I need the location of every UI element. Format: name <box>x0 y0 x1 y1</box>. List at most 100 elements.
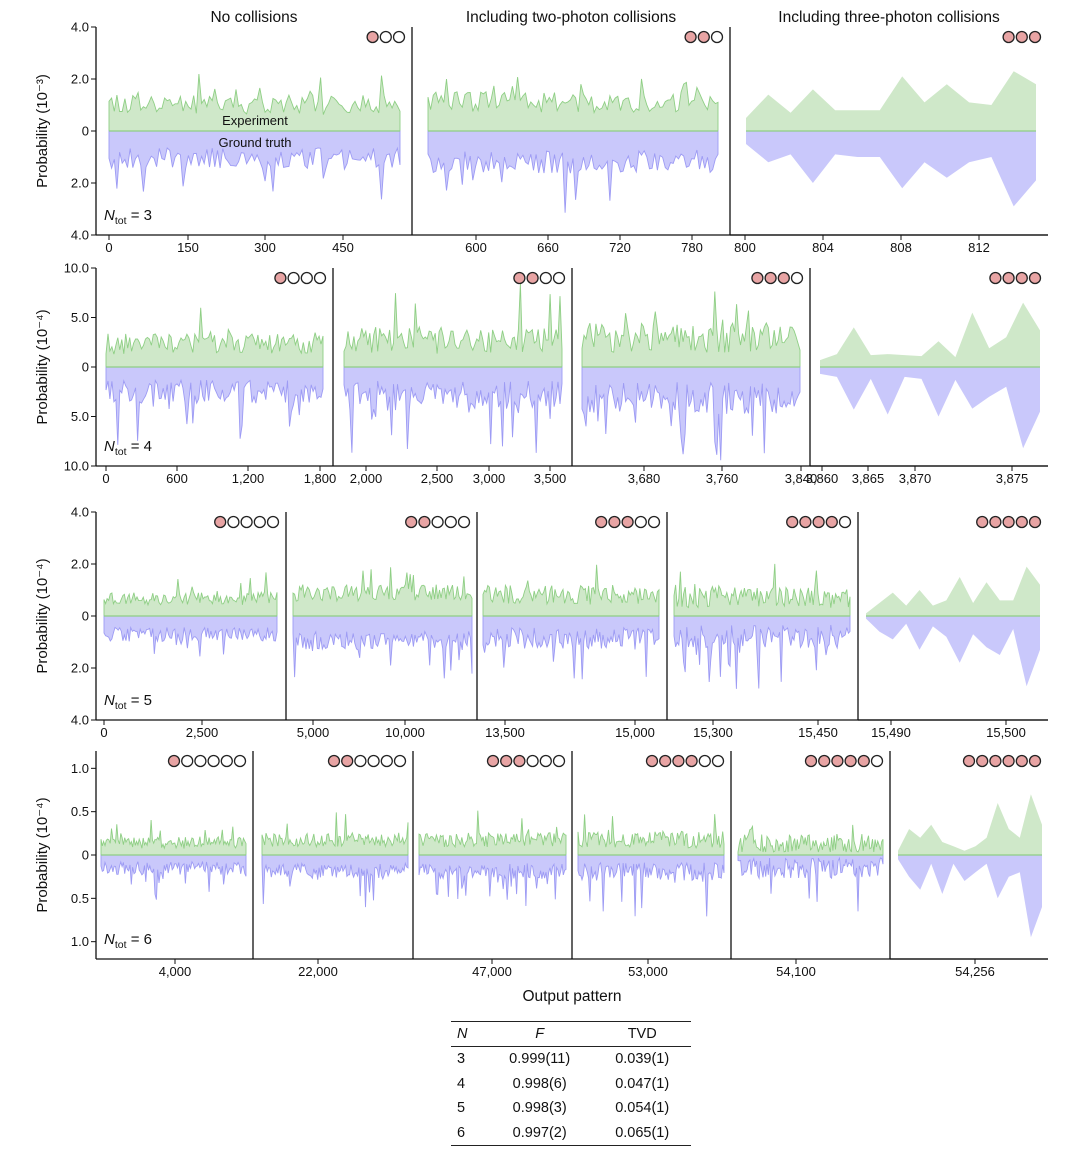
photon-filled-icon <box>1015 515 1028 529</box>
ground-truth-series <box>577 854 725 917</box>
photon-filled-icon <box>1015 30 1028 44</box>
experiment-series <box>866 566 1040 616</box>
table-row: 3 0.999(11) 0.039(1) <box>451 1047 691 1072</box>
photon-indicator <box>804 754 884 768</box>
y-tick-label: 1.0 <box>71 761 89 776</box>
photon-filled-icon <box>1015 754 1028 768</box>
panel-5-3: 13,500 15,000 <box>476 512 667 740</box>
panel-6-4: 53,000 <box>571 751 731 979</box>
photon-empty-icon <box>354 754 367 768</box>
photon-empty-icon <box>711 754 725 768</box>
chart-row-ntot-5: Probability (10⁻⁴) 4.0 2.0 0 2.0 4.0 Ntot = 5 0… <box>34 505 1048 740</box>
x-axis-label: Output pattern <box>522 988 621 1005</box>
photon-empty-icon <box>444 515 457 529</box>
photon-empty-icon <box>393 754 407 768</box>
x-tick-label: 15,500 <box>986 725 1026 740</box>
x-tick-label: 10,000 <box>385 725 425 740</box>
x-tick-label: 47,000 <box>472 964 512 979</box>
ground-truth-series <box>581 366 801 461</box>
photon-filled-icon <box>486 754 500 768</box>
x-tick-label: 804 <box>812 240 834 255</box>
photon-empty-icon <box>227 515 240 529</box>
panel-4-4: 3,860 3,865 3,870 3,875 <box>806 268 1048 486</box>
photon-filled-icon <box>976 754 989 768</box>
photon-empty-icon <box>181 754 194 768</box>
photon-indicator <box>989 271 1042 285</box>
x-tick-label: 780 <box>681 240 703 255</box>
photon-filled-icon <box>989 754 1002 768</box>
experiment-series <box>482 564 660 617</box>
photon-filled-icon <box>825 515 838 529</box>
x-tick-label: 15,000 <box>615 725 655 740</box>
x-ticks: 54,256 <box>955 959 995 979</box>
x-ticks: 800 804 808 812 <box>734 235 990 255</box>
table-cell-tvd: 0.054(1) <box>615 1100 670 1117</box>
photon-filled-icon <box>799 515 812 529</box>
photon-empty-icon <box>526 754 539 768</box>
photon-filled-icon <box>1028 515 1042 529</box>
ground-truth-series <box>482 615 660 680</box>
photon-filled-icon <box>1002 271 1015 285</box>
x-tick-label: 0 <box>105 240 112 255</box>
photon-indicator <box>366 30 406 44</box>
x-tick-label: 22,000 <box>298 964 338 979</box>
label-experiment: Experiment <box>222 113 288 128</box>
x-tick-label: 812 <box>968 240 990 255</box>
photon-filled-icon <box>513 754 526 768</box>
photon-filled-icon <box>1002 515 1015 529</box>
experiment-series <box>427 77 719 132</box>
photon-empty-icon <box>647 515 661 529</box>
y-tick-label: 0 <box>82 124 89 139</box>
x-tick-label: 54,256 <box>955 964 995 979</box>
photon-filled-icon <box>751 271 764 285</box>
table-cell-n: 6 <box>451 1120 486 1146</box>
table-cell-f: 0.998(3) <box>512 1100 567 1117</box>
photon-empty-icon <box>380 754 393 768</box>
column-title: No collisions <box>210 9 297 26</box>
series-group <box>737 824 884 912</box>
photon-empty-icon <box>698 754 711 768</box>
series-group <box>100 819 247 900</box>
photon-filled-icon <box>685 754 698 768</box>
photon-empty-icon <box>457 515 471 529</box>
experiment-series <box>418 810 567 856</box>
photon-filled-icon <box>764 271 777 285</box>
label-ground-truth: Ground truth <box>219 135 292 150</box>
experiment-series <box>673 563 851 617</box>
ground-truth-series <box>746 131 1036 207</box>
table-header-n: N <box>451 1021 486 1047</box>
photon-empty-icon <box>194 754 207 768</box>
x-ticks: 5,000 10,000 <box>297 720 425 740</box>
x-tick-label: 3,840 <box>785 471 818 486</box>
y-tick-label: 1.0 <box>71 934 89 949</box>
photon-filled-icon <box>804 754 818 768</box>
photon-filled-icon <box>1028 271 1042 285</box>
x-tick-label: 13,500 <box>485 725 525 740</box>
photon-indicator <box>327 754 407 768</box>
y-axis-label: Probability (10⁻⁴) <box>34 797 51 912</box>
panel-6-2: 22,000 <box>252 751 413 979</box>
photon-empty-icon <box>207 754 220 768</box>
experiment-series <box>343 283 563 368</box>
x-tick-label: 600 <box>166 471 188 486</box>
photon-filled-icon <box>818 754 831 768</box>
panel-5-2: 5,000 10,000 <box>285 512 477 740</box>
photon-empty-icon <box>240 515 253 529</box>
photon-indicator <box>274 271 327 285</box>
photon-empty-icon <box>313 271 327 285</box>
table-cell-f: 0.999(11) <box>509 1051 571 1068</box>
x-ticks: 3,680 3,760 3,840 <box>628 466 818 486</box>
photon-indicator <box>486 754 566 768</box>
panel-5-1: 0 2,500 <box>95 512 286 740</box>
photon-filled-icon <box>1002 754 1015 768</box>
x-tick-label: 808 <box>890 240 912 255</box>
photon-filled-icon <box>513 271 526 285</box>
photon-filled-icon <box>274 271 287 285</box>
x-tick-label: 3,860 <box>806 471 839 486</box>
x-ticks: 22,000 <box>298 959 338 979</box>
photon-empty-icon <box>379 30 392 44</box>
x-ticks: 13,500 15,000 <box>485 720 655 740</box>
x-tick-label: 5,000 <box>297 725 330 740</box>
y-tick-label: 0 <box>82 360 89 375</box>
